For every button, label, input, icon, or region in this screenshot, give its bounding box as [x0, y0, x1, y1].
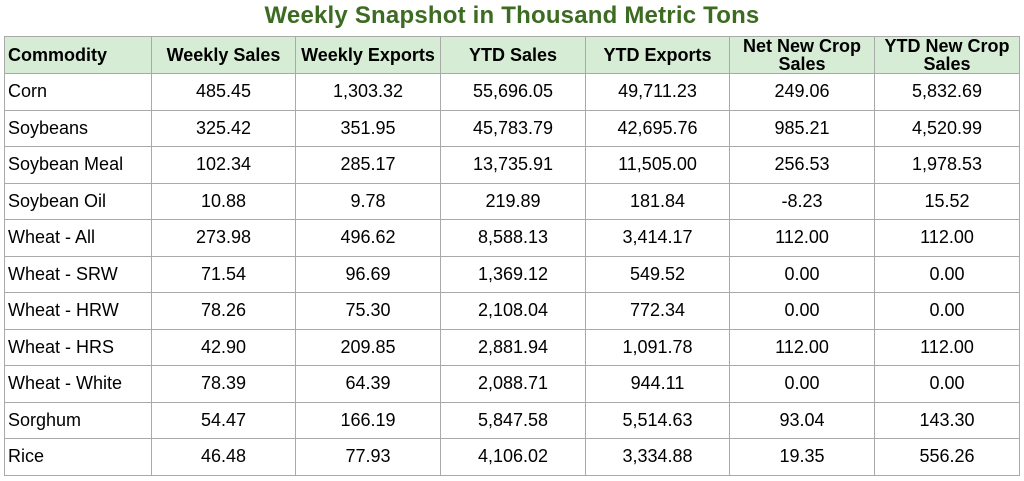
commodity-cell: Soybean Meal: [4, 146, 152, 184]
value-cell-ytd-new-crop-sales: 5,832.69: [874, 73, 1020, 111]
value-cell-net-new-crop-sales: 93.04: [729, 401, 875, 439]
value-cell-ytd-sales: 4,106.02: [440, 438, 586, 476]
table-row: Wheat - White 78.39 64.39 2,088.71 944.11 0.0…: [4, 365, 1020, 403]
value-cell-weekly-exports: 285.17: [295, 146, 441, 184]
table-row: Wheat - HRS 42.90 209.85 2,881.94 1,091.78 11…: [4, 328, 1020, 366]
value-cell-ytd-sales: 2,088.71: [440, 365, 586, 403]
column-header-ytd-exports: YTD Exports: [585, 36, 730, 74]
value-cell-net-new-crop-sales: 256.53: [729, 146, 875, 184]
value-cell-ytd-new-crop-sales: 15.52: [874, 182, 1020, 220]
value-cell-net-new-crop-sales: 0.00: [729, 255, 875, 293]
value-cell-ytd-sales: 8,588.13: [440, 219, 586, 257]
value-cell-weekly-exports: 9.78: [295, 182, 441, 220]
value-cell-weekly-sales: 71.54: [151, 255, 296, 293]
value-cell-weekly-sales: 273.98: [151, 219, 296, 257]
value-cell-weekly-exports: 1,303.32: [295, 73, 441, 111]
value-cell-ytd-new-crop-sales: 0.00: [874, 255, 1020, 293]
value-cell-ytd-exports: 549.52: [585, 255, 730, 293]
value-cell-ytd-exports: 181.84: [585, 182, 730, 220]
commodity-cell: Wheat - HRS: [4, 328, 152, 366]
value-cell-ytd-new-crop-sales: 0.00: [874, 365, 1020, 403]
commodity-cell: Wheat - SRW: [4, 255, 152, 293]
value-cell-ytd-exports: 42,695.76: [585, 109, 730, 147]
value-cell-ytd-sales: 5,847.58: [440, 401, 586, 439]
table-row: Rice 46.48 77.93 4,106.02 3,334.88 19.35 556.2…: [4, 438, 1020, 476]
column-header-commodity: Commodity: [4, 36, 152, 74]
value-cell-ytd-sales: 1,369.12: [440, 255, 586, 293]
value-cell-ytd-sales: 219.89: [440, 182, 586, 220]
value-cell-ytd-sales: 45,783.79: [440, 109, 586, 147]
table-row: Sorghum 54.47 166.19 5,847.58 5,514.63 93.04 1…: [4, 401, 1020, 439]
table-row: Wheat - SRW 71.54 96.69 1,369.12 549.52 0.00 0…: [4, 255, 1020, 293]
table-row: Soybean Oil 10.88 9.78 219.89 181.84 -8.23 15.…: [4, 182, 1020, 220]
value-cell-ytd-new-crop-sales: 112.00: [874, 219, 1020, 257]
table-row: Soybeans 325.42 351.95 45,783.79 42,695.76 98…: [4, 109, 1020, 147]
commodity-table: Commodity Weekly Sales Weekly Exports YTD S…: [4, 36, 1020, 476]
commodity-cell: Wheat - HRW: [4, 292, 152, 330]
value-cell-weekly-sales: 54.47: [151, 401, 296, 439]
commodity-cell: Wheat - White: [4, 365, 152, 403]
value-cell-weekly-sales: 10.88: [151, 182, 296, 220]
value-cell-ytd-new-crop-sales: 143.30: [874, 401, 1020, 439]
value-cell-ytd-sales: 2,881.94: [440, 328, 586, 366]
value-cell-ytd-sales: 55,696.05: [440, 73, 586, 111]
commodity-cell: Wheat - All: [4, 219, 152, 257]
value-cell-weekly-exports: 96.69: [295, 255, 441, 293]
value-cell-ytd-exports: 5,514.63: [585, 401, 730, 439]
value-cell-net-new-crop-sales: 249.06: [729, 73, 875, 111]
value-cell-net-new-crop-sales: 0.00: [729, 292, 875, 330]
table-row: Wheat - HRW 78.26 75.30 2,108.04 772.34 0.00 0…: [4, 292, 1020, 330]
value-cell-ytd-new-crop-sales: 112.00: [874, 328, 1020, 366]
value-cell-net-new-crop-sales: 112.00: [729, 328, 875, 366]
value-cell-weekly-sales: 42.90: [151, 328, 296, 366]
column-header-ytd-new-crop-sales: YTD New Crop Sales: [874, 36, 1020, 74]
value-cell-ytd-exports: 944.11: [585, 365, 730, 403]
value-cell-ytd-exports: 11,505.00: [585, 146, 730, 184]
value-cell-ytd-exports: 49,711.23: [585, 73, 730, 111]
value-cell-weekly-exports: 166.19: [295, 401, 441, 439]
value-cell-ytd-sales: 13,735.91: [440, 146, 586, 184]
commodity-cell: Soybeans: [4, 109, 152, 147]
column-header-weekly-exports: Weekly Exports: [295, 36, 441, 74]
value-cell-ytd-exports: 772.34: [585, 292, 730, 330]
value-cell-ytd-new-crop-sales: 4,520.99: [874, 109, 1020, 147]
commodity-cell: Soybean Oil: [4, 182, 152, 220]
table-title: Weekly Snapshot in Thousand Metric Tons: [264, 2, 760, 29]
value-cell-weekly-sales: 485.45: [151, 73, 296, 111]
value-cell-ytd-new-crop-sales: 1,978.53: [874, 146, 1020, 184]
commodity-cell: Rice: [4, 438, 152, 476]
value-cell-weekly-exports: 75.30: [295, 292, 441, 330]
column-header-weekly-sales: Weekly Sales: [151, 36, 296, 74]
value-cell-weekly-sales: 46.48: [151, 438, 296, 476]
value-cell-weekly-exports: 209.85: [295, 328, 441, 366]
value-cell-ytd-sales: 2,108.04: [440, 292, 586, 330]
value-cell-net-new-crop-sales: 112.00: [729, 219, 875, 257]
value-cell-weekly-sales: 102.34: [151, 146, 296, 184]
value-cell-net-new-crop-sales: -8.23: [729, 182, 875, 220]
value-cell-ytd-exports: 3,414.17: [585, 219, 730, 257]
value-cell-weekly-exports: 77.93: [295, 438, 441, 476]
commodity-cell: Sorghum: [4, 401, 152, 439]
column-header-net-new-crop-sales: Net New Crop Sales: [729, 36, 875, 74]
value-cell-ytd-new-crop-sales: 556.26: [874, 438, 1020, 476]
value-cell-weekly-exports: 351.95: [295, 109, 441, 147]
value-cell-weekly-sales: 325.42: [151, 109, 296, 147]
value-cell-ytd-exports: 3,334.88: [585, 438, 730, 476]
table-row: Corn 485.45 1,303.32 55,696.05 49,711.23 249.…: [4, 73, 1020, 111]
value-cell-weekly-sales: 78.39: [151, 365, 296, 403]
table-row: Wheat - All 273.98 496.62 8,588.13 3,414.17 1…: [4, 219, 1020, 257]
value-cell-ytd-new-crop-sales: 0.00: [874, 292, 1020, 330]
column-header-ytd-sales: YTD Sales: [440, 36, 586, 74]
table-body: Corn 485.45 1,303.32 55,696.05 49,711.23 249.…: [4, 73, 1020, 476]
value-cell-net-new-crop-sales: 19.35: [729, 438, 875, 476]
value-cell-weekly-exports: 496.62: [295, 219, 441, 257]
commodity-cell: Corn: [4, 73, 152, 111]
header-row: Commodity Weekly Sales Weekly Exports YTD S…: [4, 36, 1020, 74]
table-row: Soybean Meal 102.34 285.17 13,735.91 11,505.…: [4, 146, 1020, 184]
value-cell-weekly-exports: 64.39: [295, 365, 441, 403]
value-cell-weekly-sales: 78.26: [151, 292, 296, 330]
value-cell-ytd-exports: 1,091.78: [585, 328, 730, 366]
value-cell-net-new-crop-sales: 985.21: [729, 109, 875, 147]
value-cell-net-new-crop-sales: 0.00: [729, 365, 875, 403]
